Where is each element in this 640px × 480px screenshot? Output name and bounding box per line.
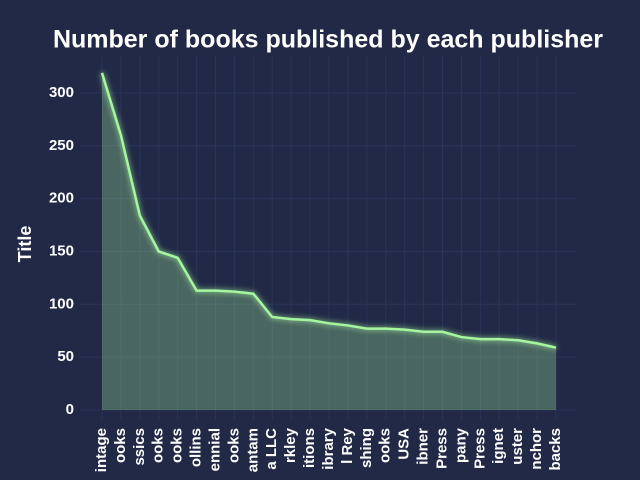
x-tick-label: antam xyxy=(244,428,261,472)
area xyxy=(102,72,556,410)
y-tick-label: 300 xyxy=(49,84,74,101)
chart-title: Number of books published by each publis… xyxy=(53,26,603,54)
x-tick-label: ooks xyxy=(225,428,242,463)
x-tick-label: USA xyxy=(396,428,413,460)
x-tick-label: a LLC xyxy=(263,428,280,470)
x-tick-label: ooks xyxy=(169,428,186,463)
x-tick-label: pany xyxy=(452,427,469,463)
y-tick-label: 50 xyxy=(57,348,74,365)
x-tick-label: ibrary xyxy=(320,427,337,469)
y-tick-label: 0 xyxy=(66,401,74,418)
line xyxy=(100,72,557,349)
x-tick-label: ooks xyxy=(377,428,394,463)
x-tick-label: ollins xyxy=(188,428,205,467)
x-tick-label: ooks xyxy=(112,428,129,463)
x-tick-label: intage xyxy=(93,428,110,472)
y-tick-label: 250 xyxy=(49,137,74,154)
x-tick-label: ssics xyxy=(131,428,148,466)
x-tick-label: uster xyxy=(509,428,526,465)
x-tick-label: ennial xyxy=(206,428,223,471)
x-tick-label: backs xyxy=(547,428,564,471)
x-tick-label: nchor xyxy=(528,428,545,470)
x-tick-label: l Rey xyxy=(339,427,356,464)
x-tick-label: shing xyxy=(358,428,375,468)
x-tick-label: ooks xyxy=(150,428,167,463)
x-tick-label: Press xyxy=(433,428,450,469)
x-tick-label: itions xyxy=(301,428,318,468)
x-tick-label: ibner xyxy=(415,428,432,465)
y-axis-label: Title xyxy=(15,226,35,263)
x-tick-label: rkley xyxy=(282,427,299,463)
x-tick-label: Press xyxy=(471,428,488,469)
y-tick-label: 100 xyxy=(49,295,74,312)
y-tick-label: 150 xyxy=(49,242,74,259)
x-tick-label: ignet xyxy=(490,428,507,464)
y-tick-label: 200 xyxy=(49,190,74,207)
